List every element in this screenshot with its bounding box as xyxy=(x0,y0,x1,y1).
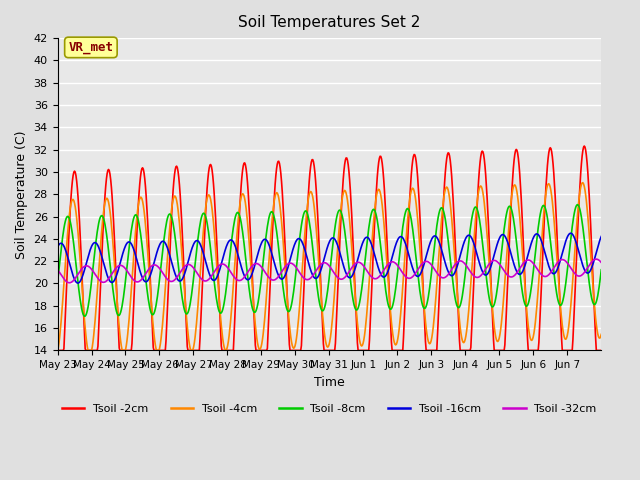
Tsoil -8cm xyxy=(245,284,253,290)
Tsoil -2cm xyxy=(54,348,61,353)
Tsoil -32cm xyxy=(417,263,424,269)
Tsoil -16cm xyxy=(74,280,82,286)
Line: Tsoil -2cm: Tsoil -2cm xyxy=(58,146,601,350)
Line: Tsoil -16cm: Tsoil -16cm xyxy=(58,233,601,283)
Tsoil -32cm xyxy=(54,267,61,273)
Tsoil -4cm xyxy=(244,228,252,233)
Tsoil -2cm xyxy=(580,143,588,149)
Tsoil -4cm xyxy=(416,243,424,249)
Legend: Tsoil -2cm, Tsoil -4cm, Tsoil -8cm, Tsoil -16cm, Tsoil -32cm: Tsoil -2cm, Tsoil -4cm, Tsoil -8cm, Tsoi… xyxy=(58,400,601,419)
Tsoil -16cm xyxy=(567,230,575,236)
Tsoil -2cm xyxy=(244,190,252,196)
Tsoil -4cm xyxy=(118,343,125,349)
Tsoil -4cm xyxy=(54,348,61,353)
Tsoil -8cm xyxy=(81,313,88,319)
Tsoil -8cm xyxy=(417,292,424,298)
Tsoil -4cm xyxy=(265,260,273,266)
Tsoil -16cm xyxy=(118,253,126,259)
Tsoil -32cm xyxy=(245,267,253,273)
Tsoil -4cm xyxy=(597,332,605,337)
Tsoil -2cm xyxy=(218,343,225,349)
Line: Tsoil -4cm: Tsoil -4cm xyxy=(58,183,601,350)
Tsoil -8cm xyxy=(597,267,605,273)
Tsoil -16cm xyxy=(597,234,605,240)
Y-axis label: Soil Temperature (C): Soil Temperature (C) xyxy=(15,130,28,259)
Tsoil -2cm xyxy=(385,291,393,297)
Tsoil -16cm xyxy=(417,271,424,276)
Tsoil -32cm xyxy=(66,280,74,286)
Tsoil -8cm xyxy=(386,306,394,312)
Tsoil -8cm xyxy=(573,202,581,207)
Tsoil -16cm xyxy=(266,243,273,249)
Tsoil -4cm xyxy=(218,323,225,328)
Tsoil -16cm xyxy=(245,276,253,282)
Tsoil -32cm xyxy=(597,260,605,265)
X-axis label: Time: Time xyxy=(314,376,345,389)
Tsoil -16cm xyxy=(54,244,61,250)
Tsoil -16cm xyxy=(218,259,226,264)
Tsoil -32cm xyxy=(593,256,600,262)
Tsoil -2cm xyxy=(597,348,605,353)
Line: Tsoil -32cm: Tsoil -32cm xyxy=(58,259,601,283)
Tsoil -2cm xyxy=(265,314,273,320)
Tsoil -2cm xyxy=(416,211,424,216)
Tsoil -2cm xyxy=(118,348,125,353)
Text: VR_met: VR_met xyxy=(68,41,113,54)
Tsoil -32cm xyxy=(386,260,394,265)
Tsoil -32cm xyxy=(266,275,273,281)
Tsoil -32cm xyxy=(218,261,226,267)
Tsoil -8cm xyxy=(218,309,226,314)
Tsoil -4cm xyxy=(385,294,393,300)
Tsoil -8cm xyxy=(54,279,61,285)
Tsoil -32cm xyxy=(118,263,126,269)
Tsoil -16cm xyxy=(386,262,394,268)
Tsoil -8cm xyxy=(266,213,273,218)
Line: Tsoil -8cm: Tsoil -8cm xyxy=(58,204,601,316)
Tsoil -4cm xyxy=(579,180,587,186)
Title: Soil Temperatures Set 2: Soil Temperatures Set 2 xyxy=(238,15,420,30)
Tsoil -8cm xyxy=(118,303,126,309)
